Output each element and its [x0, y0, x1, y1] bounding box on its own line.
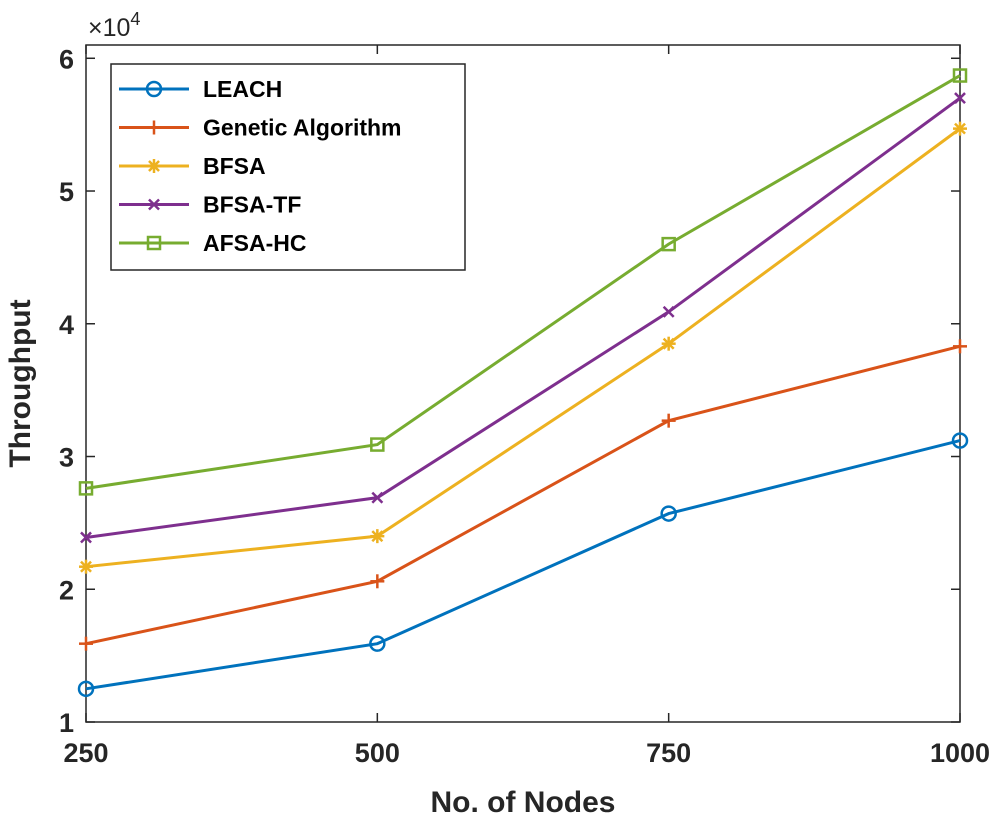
data-point-afsa-hc: [952, 68, 968, 83]
data-point-bfsa-tf: [80, 531, 92, 544]
data-point-leach: [369, 635, 386, 652]
series-line-afsa-hc: [85, 74, 961, 490]
x-tick-label: 250: [63, 738, 108, 768]
legend-marker: [147, 159, 161, 173]
y-tick-labels: 1 2 3 4 5 6: [59, 44, 74, 738]
data-point-leach: [951, 432, 969, 449]
x-tick-labels: 250 500 750 1000: [63, 738, 990, 768]
y-axis-label: Throughput: [4, 299, 37, 467]
legend-item-genetic-algorithm: Genetic Algorithm: [119, 115, 402, 141]
series-layer: [77, 68, 969, 698]
data-point-genetic-algorithm: [661, 413, 676, 428]
legend-item-bfsa-tf: BFSA-TF: [119, 192, 301, 218]
x-tick-label: 750: [646, 738, 691, 768]
legend-marker: [146, 235, 162, 251]
data-point-leach: [660, 505, 677, 522]
data-point-bfsa: [370, 529, 385, 544]
legend-item-bfsa: BFSA: [119, 153, 266, 179]
y-tick-label: 6: [59, 44, 74, 74]
legend-label: Genetic Algorithm: [203, 115, 402, 141]
y-tick-label: 3: [59, 443, 74, 473]
data-point-bfsa-tf: [662, 305, 675, 318]
legend-item-leach: LEACH: [119, 76, 282, 102]
data-point-genetic-algorithm: [953, 339, 967, 354]
data-point-afsa-hc: [78, 481, 94, 496]
legend-marker: [145, 80, 163, 98]
series-line-leach: [85, 439, 961, 691]
legend-label: BFSA: [203, 153, 266, 179]
y-exponent-base: ×10: [88, 14, 130, 42]
legend-label: LEACH: [203, 76, 282, 102]
y-exponent-power: 4: [130, 9, 140, 29]
data-point-bfsa: [79, 559, 93, 574]
y-tick-label: 5: [59, 177, 74, 207]
x-tick-label: 500: [355, 738, 400, 768]
x-axis-label: No. of Nodes: [431, 786, 616, 819]
data-point-leach: [77, 680, 95, 698]
data-point-bfsa: [953, 121, 967, 136]
series-line-bfsa: [85, 127, 961, 569]
series-genetic-algorithm: [79, 339, 967, 651]
y-tick-label: 2: [59, 575, 74, 605]
legend-label: AFSA-HC: [203, 230, 307, 256]
legend-label: BFSA-TF: [203, 192, 301, 218]
legend-marker: [148, 198, 160, 211]
y-tick-label: 1: [59, 708, 74, 738]
data-point-bfsa-tf: [954, 92, 966, 105]
data-point-bfsa-tf: [371, 491, 384, 504]
series-afsa-hc: [78, 68, 968, 496]
data-point-genetic-algorithm: [79, 636, 93, 651]
series-line-bfsa-tf: [85, 96, 961, 539]
series-line-genetic-algorithm: [85, 344, 961, 646]
legend: LEACH Genetic Algorithm BFSA BFSA-TF AFSA-HC: [110, 63, 466, 271]
data-point-afsa-hc: [370, 437, 385, 452]
legend-item-afsa-hc: AFSA-HC: [119, 230, 307, 256]
legend-marker: [147, 120, 161, 135]
y-exponent-label: ×104: [88, 9, 140, 42]
x-tick-label: 1000: [930, 738, 990, 768]
data-point-afsa-hc: [661, 236, 676, 252]
data-point-bfsa: [661, 336, 676, 351]
series-bfsa: [79, 121, 967, 574]
series-leach: [77, 432, 969, 698]
data-point-genetic-algorithm: [370, 574, 385, 589]
tick-marks: [85, 45, 961, 723]
y-tick-label: 4: [59, 310, 74, 340]
series-bfsa-tf: [80, 92, 966, 544]
